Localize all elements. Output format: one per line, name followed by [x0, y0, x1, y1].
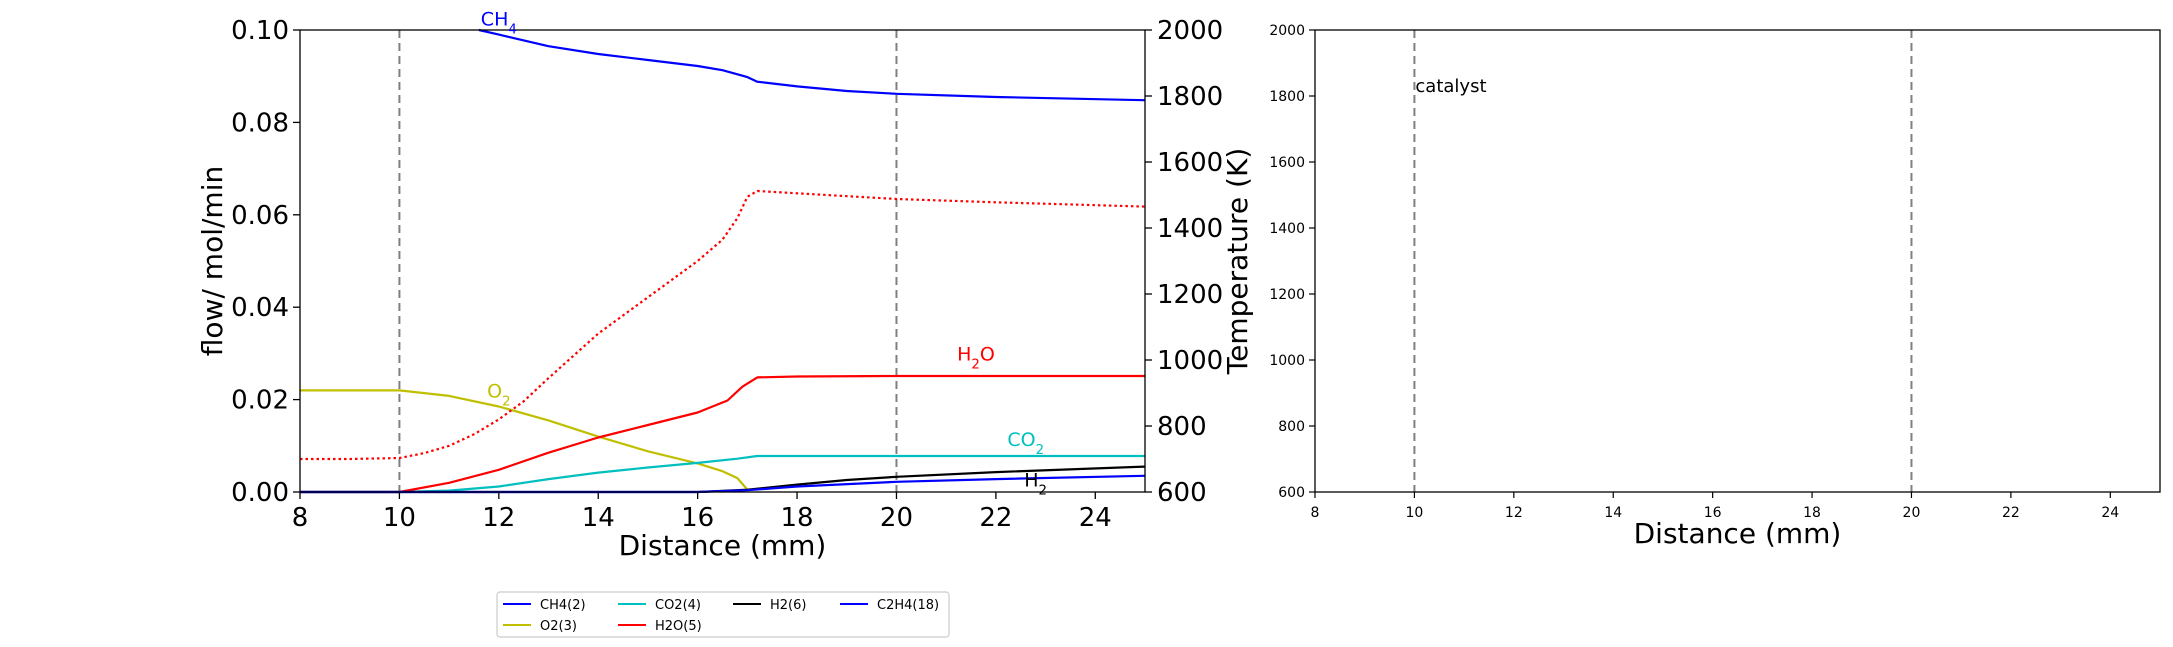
y-tick-label: 0.04 [231, 293, 289, 323]
y-tick-label: 0.08 [231, 108, 289, 138]
y-right-tick-label: 800 [1157, 412, 1207, 442]
x-axis-label: Distance (mm) [1634, 517, 1842, 550]
curve-label: CO2 [1007, 429, 1044, 458]
x-tick-label: 16 [1704, 505, 1722, 521]
y-tick-label: 0.02 [231, 386, 289, 416]
y-tick-label: 1800 [1269, 89, 1305, 105]
y-tick-label: 0.10 [231, 16, 289, 46]
y-tick-label: 0.00 [231, 478, 289, 508]
legend: CH4(2) CO2(4) H2(6) C2H4(18) O2(3) H2O(5) [496, 591, 950, 638]
y-right-tick-label: 1000 [1157, 346, 1223, 376]
series-line-o2-3- [300, 389, 749, 491]
curve-label: CH4 [481, 8, 517, 36]
y-right-tick-label: 1400 [1157, 214, 1223, 244]
legend-label: O2(3) [540, 619, 577, 634]
legend-label: CO2(4) [655, 598, 701, 613]
y-right-tick-label: 1800 [1157, 82, 1223, 112]
x-axis-label: Distance (mm) [619, 529, 827, 562]
y-tick-label: 600 [1278, 485, 1305, 501]
y-tick-label: 1400 [1269, 221, 1305, 237]
left-chart: 8 10 12 14 16 18 20 22 24 0.00 0.02 0.04 0.06 0.08 0.1… [196, 8, 1254, 562]
plot-frame [299, 29, 1146, 493]
x-tick-label: 10 [1405, 505, 1423, 521]
x-tick-label: 24 [1079, 503, 1112, 533]
curve-label: H2O [957, 343, 995, 372]
y-tick-label: 2000 [1269, 23, 1305, 39]
series-line-temperature [300, 189, 1146, 461]
curve-label: O2 [487, 380, 510, 409]
x-tick-label: 8 [292, 503, 309, 533]
x-tick-label: 22 [979, 503, 1012, 533]
y-right-tick-label: 1600 [1157, 148, 1223, 178]
series-line-co2-4- [300, 454, 1145, 494]
y-tick-label: 1200 [1269, 287, 1305, 303]
x-tick-label: 22 [2002, 505, 2020, 521]
x-tick-label: 12 [1505, 505, 1523, 521]
legend-label: H2O(5) [655, 619, 702, 634]
series-line-h2o-5- [300, 374, 1145, 494]
x-tick-label: 12 [482, 503, 515, 533]
y-tick-label: 1000 [1269, 353, 1305, 369]
y-right-tick-label: 2000 [1157, 16, 1223, 46]
y-right-axis-label: Temperature (K) [1221, 148, 1254, 375]
x-tick-label: 10 [383, 503, 416, 533]
catalyst-annotation: catalyst [1415, 76, 1486, 97]
x-tick-label: 8 [1311, 505, 1320, 521]
series-line-c2h4-18- [300, 474, 1146, 494]
curve-label: H2 [1024, 469, 1047, 498]
legend-label: H2(6) [770, 598, 806, 613]
plot-frame [1314, 29, 2161, 493]
y-right-tick-label: 600 [1157, 478, 1207, 508]
legend-box [496, 591, 950, 638]
legend-label: C2H4(18) [877, 598, 939, 613]
x-tick-label: 18 [781, 503, 814, 533]
y-axis-label: flow/ mol/min [196, 166, 229, 356]
x-tick-label: 24 [2101, 505, 2119, 521]
x-tick-label: 20 [1903, 505, 1921, 521]
x-tick-label: 18 [1803, 505, 1821, 521]
y-tick-label: 0.06 [231, 201, 289, 231]
right-chart: 8 10 12 14 16 18 20 22 24 600 800 1000 1200 1400 1600 1… [1269, 23, 2161, 550]
y-tick-label: 1600 [1269, 155, 1305, 171]
y-right-tick-label: 1200 [1157, 280, 1223, 310]
x-tick-label: 20 [880, 503, 913, 533]
x-tick-label: 16 [681, 503, 714, 533]
x-tick-label: 14 [1604, 505, 1622, 521]
series-line-ch4-2- [478, 28, 1146, 102]
legend-label: CH4(2) [540, 598, 586, 613]
y-tick-label: 800 [1278, 419, 1305, 435]
x-tick-label: 14 [582, 503, 615, 533]
